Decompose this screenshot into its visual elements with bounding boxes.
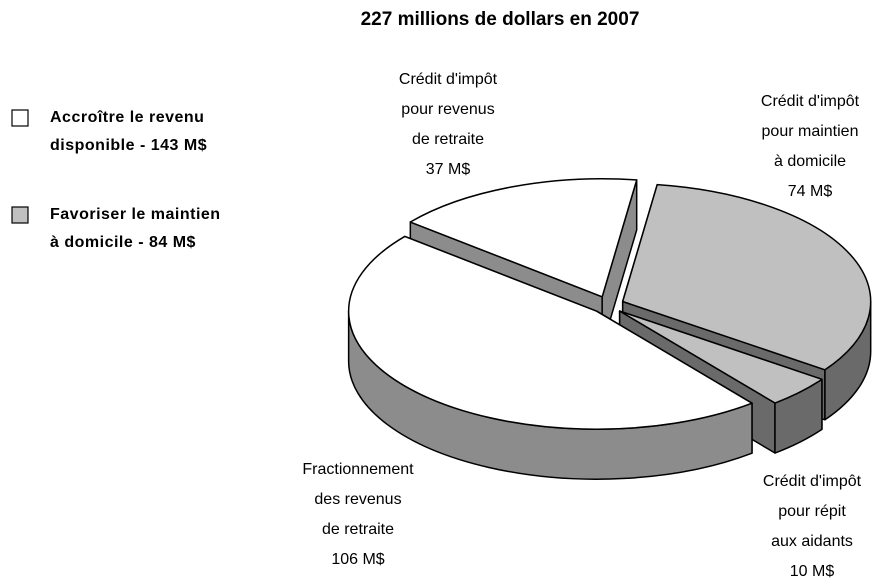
legend-swatch [11,109,29,127]
slice-top [618,310,823,404]
chart-title: 227 millions de dollars en 2007 [361,9,640,30]
legend-label: Accroître le revenu [50,109,204,126]
legend-label: à domicile - 84 M$ [50,234,196,251]
value-label: 106 M$ [331,551,384,568]
slice-label: pour répit [778,503,846,520]
value-label: 74 M$ [788,183,833,200]
slice-label: pour maintien [762,123,859,140]
slice-label: des revenus [314,491,401,508]
value-label: 10 M$ [790,563,835,580]
slice-label: Fractionnement [302,461,414,478]
slice-label: Crédit d'impôt [763,473,862,490]
slice-label: à domicile [774,153,846,170]
slice-label: Crédit d'impôt [761,93,860,110]
slice-label: de retraite [412,131,484,148]
legend-label: disponible - 143 M$ [50,137,207,154]
slice-top [347,235,753,430]
slice-top [621,183,872,371]
slice-label: pour revenus [401,101,494,118]
value-label: 37 M$ [426,161,471,178]
slice-label: de retraite [322,521,394,538]
legend-swatch [11,206,29,224]
legend-label: Favoriser le maintien [50,206,221,223]
slice-top [409,178,638,298]
slice [347,235,753,480]
slice-label: Crédit d'impôt [399,71,498,88]
slice-label: aux aidants [771,533,853,550]
